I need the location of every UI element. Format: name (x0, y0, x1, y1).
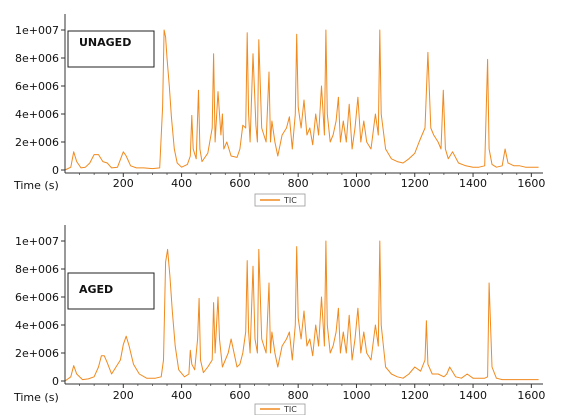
unaged-x-axis: 200 400 600 800 1000 1200 1400 1600 (79, 173, 545, 190)
aged-legend: TIC (254, 403, 306, 415)
x-tick-label: 800 (288, 177, 309, 190)
y-tick-label: 2e+006 (15, 136, 59, 149)
x-tick-label: 1400 (459, 389, 487, 402)
y-tick-label: 8e+006 (15, 263, 59, 276)
y-tick-label: 1e+007 (15, 24, 59, 37)
x-tick-label: 1000 (342, 177, 370, 190)
y-tick-label: 6e+006 (15, 291, 59, 304)
x-tick-label: 1400 (459, 177, 487, 190)
y-tick-label: 1e+007 (15, 235, 59, 248)
x-tick-label: 1000 (342, 389, 370, 402)
y-tick-label: 2e+006 (15, 347, 59, 360)
x-tick-label: 800 (288, 389, 309, 402)
x-tick-label: 400 (171, 389, 192, 402)
x-tick-label: 400 (171, 177, 192, 190)
x-tick-label: 200 (113, 177, 134, 190)
x-tick-label: 600 (229, 177, 250, 190)
aged-label-text: AGED (79, 283, 113, 296)
x-tick-label: 600 (229, 389, 250, 402)
y-tick-label: 0 (52, 164, 59, 177)
aged-panel: 0 2e+006 4e+006 6e+006 8e+006 1e+007 200 400 60… (13, 225, 545, 415)
aged-tic-series-line (64, 240, 539, 382)
aged-x-axis: 200 400 600 800 1000 1200 1400 1600 (79, 384, 545, 402)
y-tick-label: 4e+006 (15, 319, 59, 332)
x-tick-label: 1200 (401, 177, 429, 190)
unaged-panel: 0 2e+006 4e+006 6e+006 8e+006 1e+007 200 400 60… (13, 14, 545, 207)
unaged-label-box (67, 30, 155, 68)
x-tick-label: 1600 (517, 389, 545, 402)
unaged-y-axis: 0 2e+006 4e+006 6e+006 8e+006 1e+007 (15, 24, 65, 177)
unaged-tic-series-line (64, 29, 539, 171)
aged-label-box (67, 272, 155, 310)
aged-legend-label: TIC (283, 405, 297, 414)
y-tick-label: 8e+006 (15, 52, 59, 65)
unaged-legend-label: TIC (283, 196, 297, 205)
x-tick-label: 1600 (517, 177, 545, 190)
y-tick-label: 6e+006 (15, 80, 59, 93)
unaged-label-text: UNAGED (79, 36, 131, 49)
aged-y-axis: 0 2e+006 4e+006 6e+006 8e+006 1e+007 (15, 235, 65, 388)
unaged-legend: TIC (254, 193, 306, 207)
y-tick-label: 0 (52, 375, 59, 388)
x-tick-label: 200 (113, 389, 134, 402)
y-tick-label: 4e+006 (15, 108, 59, 121)
aged-x-axis-label: Time (s) (13, 391, 59, 404)
unaged-x-axis-label: Time (s) (13, 179, 59, 192)
x-tick-label: 1200 (401, 389, 429, 402)
